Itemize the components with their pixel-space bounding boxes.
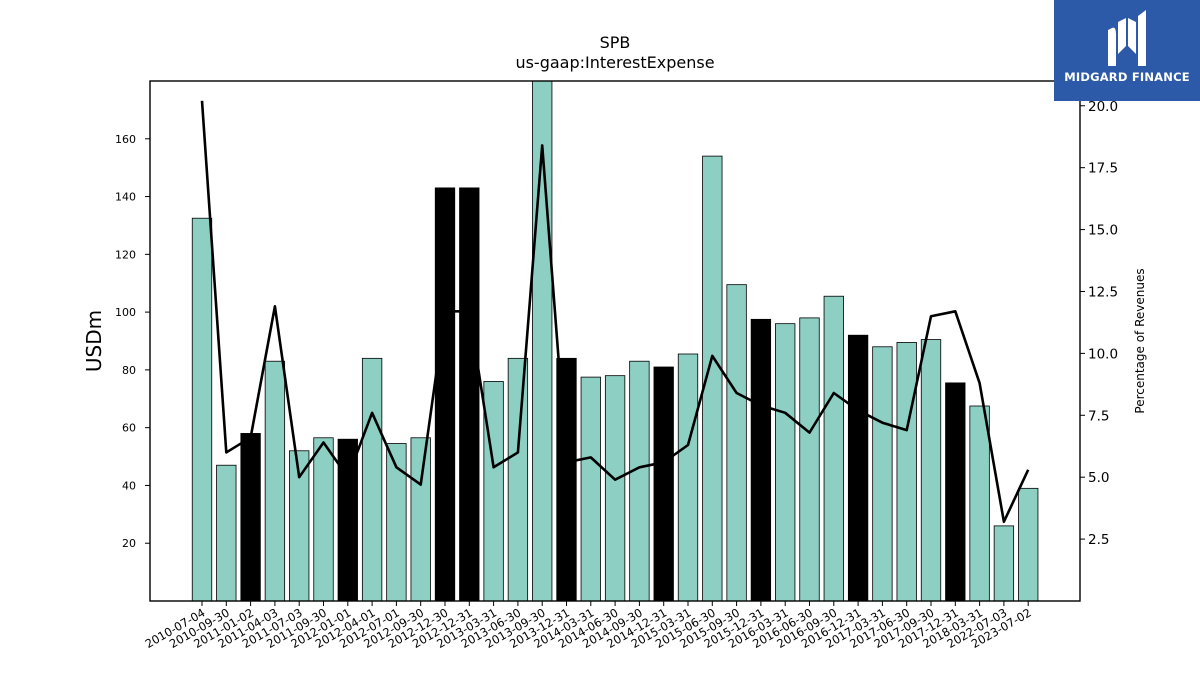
- y2-tick-label: 12.5: [1088, 284, 1118, 300]
- midgard-finance-logo: MIDGARD FINANCE: [1054, 0, 1200, 101]
- y2-tick-label: 20.0: [1088, 99, 1118, 115]
- y2-tick-labels: 2.5 5.0 7.5 10.0 12.5 15.0 17.5 20.0: [1088, 99, 1118, 548]
- bar-2014-03-31: [580, 376, 601, 602]
- y2-tick-label: 15.0: [1088, 223, 1118, 239]
- bar-2011-04-03: [264, 360, 286, 602]
- bar-2022-07-03: [993, 525, 1015, 602]
- bar-2018-03-31: [969, 405, 990, 602]
- bar-2014-12-31: [653, 366, 674, 602]
- y2-tick-label: 5.0: [1088, 470, 1109, 486]
- y-tick-label: 60: [122, 422, 136, 435]
- bar-2016-03-31: [775, 323, 796, 602]
- bar-2016-12-31: [847, 334, 869, 602]
- bar-2014-06-30: [604, 375, 626, 602]
- y-tick-label: 160: [115, 133, 136, 146]
- bar-2016-06-30: [799, 317, 820, 602]
- bar-2017-09-30: [920, 339, 942, 602]
- bar-2013-06-30: [507, 357, 529, 602]
- logo-text: MIDGARD FINANCE: [1064, 70, 1190, 84]
- line-series: [200, 100, 1030, 524]
- bar-2017-12-31: [945, 382, 966, 602]
- y-tick-label: 20: [122, 537, 136, 550]
- bar-2017-03-31: [872, 346, 893, 602]
- x-tick-labels: 2010-07-042010-09-302011-01-022011-04-03…: [143, 605, 1034, 651]
- y-tick-label: 100: [115, 306, 136, 319]
- bar-2012-01-01: [337, 438, 358, 602]
- bar-2016-09-30: [823, 295, 844, 602]
- bar-2012-12-31: [459, 187, 480, 602]
- bar-series: [191, 80, 1039, 602]
- bar-2011-01-02: [240, 433, 261, 602]
- bar-2012-09-30: [410, 437, 431, 602]
- y-tick-label: 120: [115, 248, 136, 261]
- y2-tick-label: 7.5: [1088, 408, 1109, 424]
- bar-2012-12-30: [434, 187, 456, 602]
- bar-2010-09-30: [216, 464, 237, 602]
- bar-2014-09-30: [629, 360, 650, 602]
- percentage-line: [200, 100, 1030, 524]
- axes: [145, 80, 1085, 606]
- chart-title: SPB: [600, 33, 631, 52]
- bar-2023-07-02: [1018, 487, 1039, 602]
- bar-2013-12-31: [556, 357, 577, 602]
- bar-2011-09-30: [313, 437, 334, 602]
- bar-2017-06-30: [896, 342, 917, 602]
- bar-2015-03-31: [677, 353, 699, 602]
- y2-tick-label: 17.5: [1088, 161, 1118, 177]
- bar-2015-12-31: [750, 318, 772, 602]
- logo-mark-icon: [1108, 10, 1146, 67]
- y-tick-label: 140: [115, 191, 136, 204]
- bar-2013-03-31: [483, 381, 504, 602]
- y-tick-label: 40: [122, 479, 136, 492]
- y2-axis-label: Percentage of Revenues: [1133, 268, 1147, 413]
- y-tick-labels: 20 40 60 80 100 120 140 160: [115, 133, 136, 550]
- y2-tick-label: 2.5: [1088, 532, 1109, 548]
- y-axis-label: USDm: [82, 310, 106, 372]
- bar-2015-09-30: [726, 284, 747, 602]
- bar-2010-07-04: [191, 217, 213, 602]
- bar-2012-04-01: [361, 357, 383, 602]
- y-tick-label: 80: [122, 364, 136, 377]
- y2-tick-label: 10.0: [1088, 346, 1118, 362]
- chart-subtitle: us-gaap:InterestExpense: [515, 53, 714, 72]
